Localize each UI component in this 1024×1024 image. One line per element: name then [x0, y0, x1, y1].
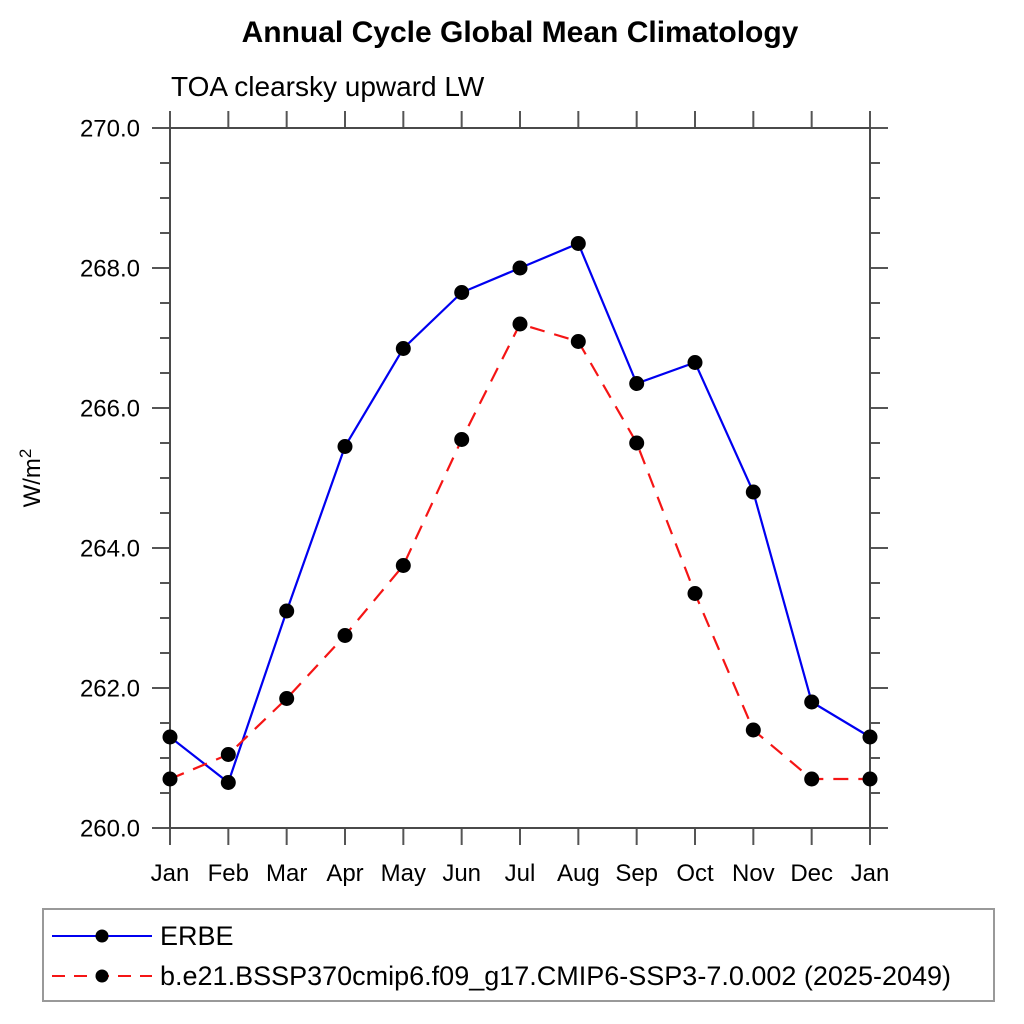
x-tick-label: Jun — [442, 860, 481, 887]
x-tick-label: Feb — [208, 860, 249, 887]
series-marker-1 — [745, 722, 761, 738]
legend-item-label: b.e21.BSSP370cmip6.f09_g17.CMIP6-SSP3-7.… — [160, 960, 952, 991]
series-marker-0 — [395, 341, 411, 356]
series-marker-0 — [687, 355, 703, 370]
y-tick-label: 266.0 — [80, 396, 140, 423]
data-series — [162, 236, 878, 790]
chart-canvas: 260.0 262.0 264.0 266.0 268.0 270.0 Jan Feb Mar A… — [16, 111, 889, 888]
series-marker-0 — [804, 694, 820, 710]
x-tick-label: Jan — [151, 860, 190, 887]
legend-item-1: b.e21.BSSP370cmip6.f09_g17.CMIP6-SSP3-7.… — [44, 956, 993, 996]
y-axis-title: W/m2 — [16, 449, 46, 508]
y-tick-label: 268.0 — [80, 256, 140, 283]
plot-box — [169, 127, 871, 829]
legend-item-0: ERBE — [44, 916, 993, 956]
axis-labels: 260.0 262.0 264.0 266.0 268.0 270.0 Jan Feb Mar A… — [80, 116, 889, 888]
series-marker-1 — [162, 771, 178, 787]
series-marker-0 — [454, 285, 470, 300]
series-marker-1 — [570, 334, 586, 349]
legend-item-label: ERBE — [160, 920, 234, 951]
series-marker-1 — [337, 628, 353, 643]
series-line-1 — [169, 322, 870, 781]
x-tick-label: Dec — [790, 860, 833, 887]
x-tick-label: May — [381, 860, 426, 887]
series-marker-1 — [512, 316, 528, 332]
series-marker-1 — [629, 435, 645, 451]
legend-sample-marker — [95, 969, 109, 983]
legend-box: ERBE b.e21.BSSP370cmip6.f09_g17.CMIP6-SSP… — [42, 908, 995, 1002]
legend-line-sample — [52, 969, 152, 983]
x-tick-label: Jan — [851, 860, 890, 887]
legend-sample-marker — [95, 929, 109, 943]
series-marker-1 — [804, 771, 820, 787]
y-tick-label: 260.0 — [80, 816, 140, 843]
x-tick-label: Sep — [615, 860, 658, 887]
series-marker-1 — [395, 558, 411, 573]
y-tick-label: 262.0 — [80, 676, 140, 703]
series-marker-1 — [279, 691, 295, 706]
x-tick-label: Oct — [676, 860, 714, 887]
x-tick-label: Jul — [505, 860, 536, 887]
series-marker-0 — [629, 376, 645, 391]
series-marker-0 — [337, 439, 353, 454]
series-marker-1 — [454, 432, 470, 447]
chart-subtitle: TOA clearsky upward LW — [171, 71, 485, 102]
x-tick-label: Aug — [557, 860, 600, 887]
series-marker-0 — [279, 603, 295, 619]
y-tick-label: 264.0 — [80, 536, 140, 563]
legend-line-sample — [52, 929, 152, 943]
series-marker-0 — [220, 775, 236, 790]
series-marker-1 — [687, 586, 703, 601]
series-marker-0 — [745, 484, 761, 500]
series-marker-0 — [570, 236, 586, 251]
y-tick-label: 270.0 — [80, 116, 140, 143]
series-marker-0 — [862, 729, 878, 745]
x-tick-label: Mar — [266, 860, 307, 887]
axis-ticks — [152, 111, 888, 845]
series-marker-1 — [220, 747, 236, 762]
series-marker-0 — [512, 260, 528, 276]
series-marker-1 — [862, 771, 878, 787]
x-tick-label: Nov — [732, 860, 775, 887]
chart-title: Annual Cycle Global Mean Climatology — [241, 16, 799, 49]
series-marker-0 — [162, 729, 178, 745]
x-tick-label: Apr — [326, 860, 363, 887]
